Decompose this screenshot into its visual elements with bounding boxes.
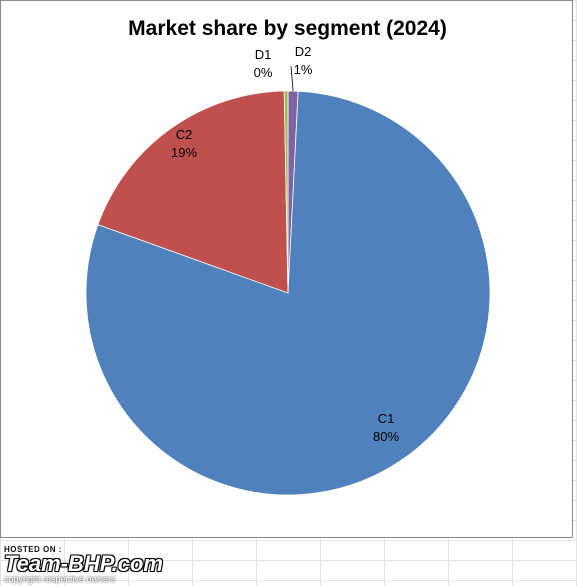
pie-chart: D2 1% C1 80% C2 19% D1 0% xyxy=(85,44,491,496)
pie-slice-d1 xyxy=(283,90,289,294)
data-label-name-c1: C1 xyxy=(378,411,395,426)
watermark-hosted-on: HOSTED ON : xyxy=(4,545,62,554)
chart-area: Market share by segment (2024) D2 1% C1 80%… xyxy=(0,0,573,538)
data-label-name-d2: D2 xyxy=(295,44,312,59)
data-label-value-d2: 1% xyxy=(294,62,313,77)
chart-title: Market share by segment (2024) xyxy=(128,17,447,40)
watermark-copyright: copyright respective owners xyxy=(4,574,116,584)
data-label-name-d1: D1 xyxy=(255,47,272,62)
data-label-value-c2: 19% xyxy=(171,145,197,160)
watermark: HOSTED ON : Team-BHP.com copyright respe… xyxy=(4,545,163,584)
pie-slice-c2 xyxy=(97,90,289,294)
data-label-value-c1: 80% xyxy=(373,429,399,444)
leader-line-d2 xyxy=(290,65,294,92)
data-label-name-c2: C2 xyxy=(176,127,193,142)
data-label-value-d1: 0% xyxy=(254,65,273,80)
watermark-brand: Team-BHP.com xyxy=(4,551,163,576)
